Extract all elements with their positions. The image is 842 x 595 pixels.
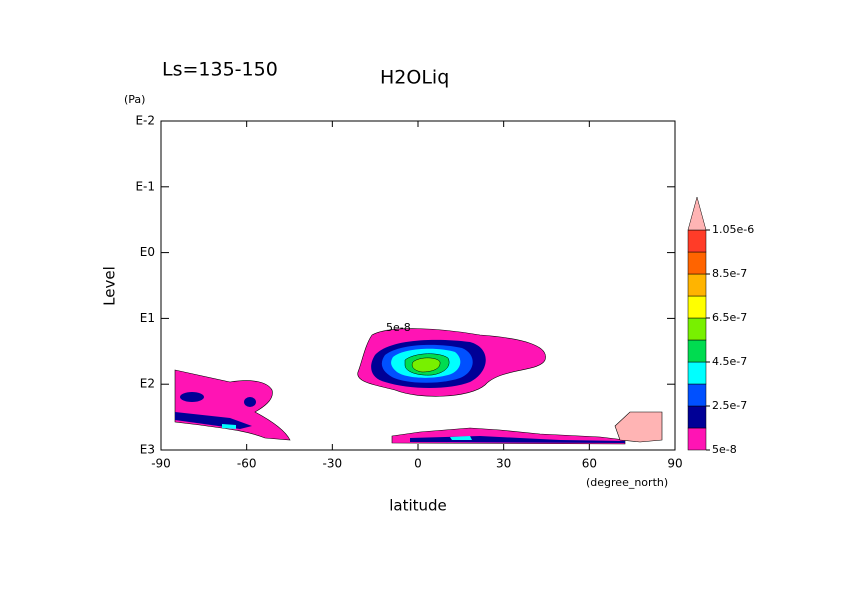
y-tick-label: E-1 [135, 179, 155, 193]
contour-fill [411, 357, 441, 373]
colorbar-tick-label: 8.5e-7 [712, 267, 747, 280]
contour-fields [174, 328, 663, 445]
contour-fill [174, 369, 291, 441]
colorbar-segment [687, 295, 707, 319]
chart-title: H2OLiq [380, 67, 449, 89]
colorbar-segment [687, 273, 707, 297]
colorbar-segment [687, 427, 707, 451]
colorbar-segment [687, 383, 707, 407]
y-tick-label: E0 [140, 245, 155, 259]
contour-fill [180, 392, 204, 402]
x-axis-label: latitude [389, 497, 447, 515]
contour-fill [175, 412, 252, 429]
x-tick-label: 60 [582, 457, 597, 471]
contour-label: 5e-8 [386, 321, 411, 334]
x-tick-label: 30 [496, 457, 511, 471]
contour-fill [222, 424, 236, 429]
y-axis-label: Level [101, 266, 119, 306]
colorbar-tick-label: 6.5e-7 [712, 311, 747, 324]
y-tick-label: E2 [140, 377, 155, 391]
colorbar-segment [687, 339, 707, 363]
x-tick-label: -30 [323, 457, 343, 471]
x-tick-label: 90 [667, 457, 682, 471]
colorbar-segment [687, 317, 707, 341]
y-unit: (Pa) [124, 93, 145, 106]
colorbar-segment [687, 405, 707, 429]
colorbar-tick-label: 5e-8 [712, 443, 737, 456]
colorbar-tick-label: 2.5e-7 [712, 399, 747, 412]
chart-subtitle: Ls=135-150 [162, 59, 278, 81]
x-tick-label: 0 [414, 457, 422, 471]
colorbar-tick-label: 4.5e-7 [712, 355, 747, 368]
contour-fill [450, 436, 472, 440]
contour-fill [614, 411, 663, 443]
y-tick-label: E1 [140, 311, 155, 325]
x-tick-label: -60 [237, 457, 257, 471]
colorbar-tick-label: 1.05e-6 [712, 223, 754, 236]
colorbar-segment [687, 251, 707, 275]
y-tick-label: E-2 [135, 114, 155, 128]
x-unit: (degree_north) [586, 476, 668, 489]
y-tick-label: E3 [140, 443, 155, 457]
colorbar-segment [687, 361, 707, 385]
x-tick-label: -90 [151, 457, 171, 471]
colorbar-segment [687, 229, 707, 253]
colorbar-extension [687, 196, 707, 231]
contour-fill [244, 397, 256, 407]
